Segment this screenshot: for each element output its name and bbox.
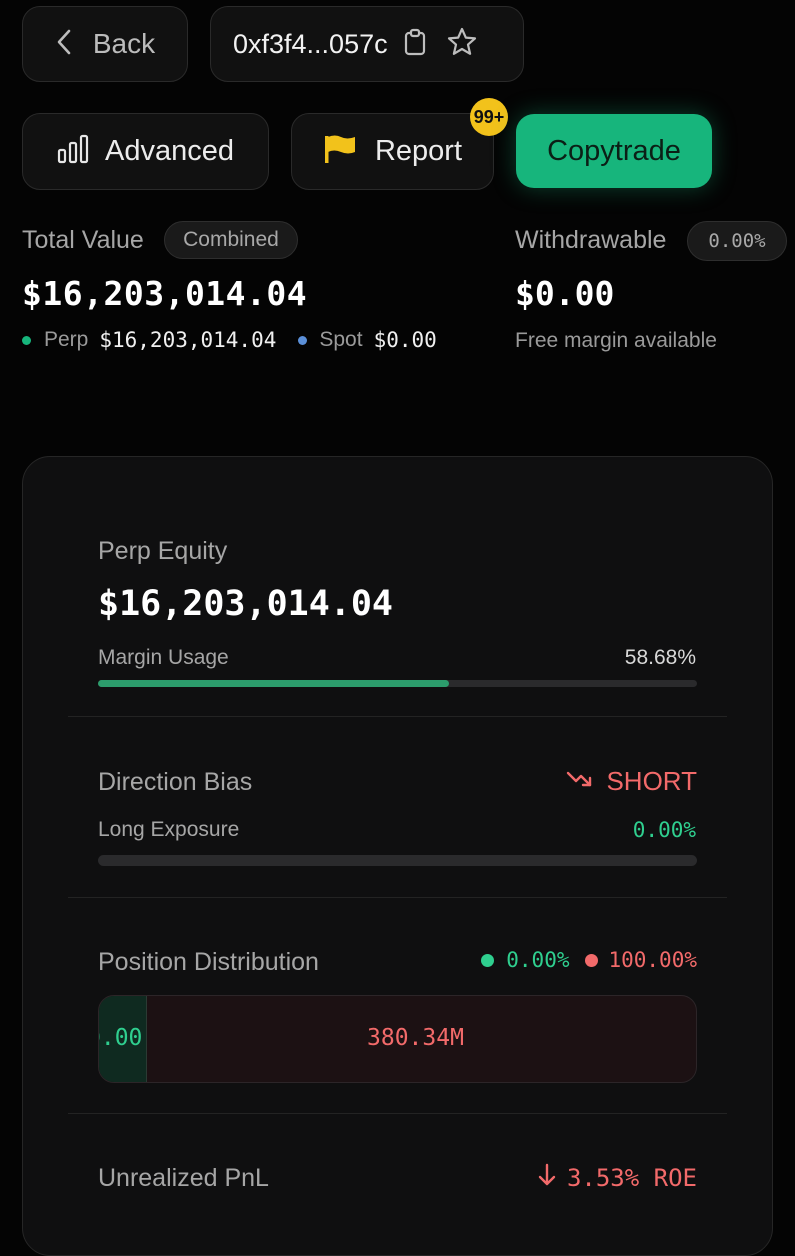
chevron-left-icon — [55, 28, 73, 61]
perp-spot-breakdown: Perp $16,203,014.04 Spot $0.00 — [22, 328, 437, 352]
perp-value: $16,203,014.04 — [99, 328, 277, 352]
trending-down-icon — [566, 768, 594, 795]
withdrawable-label: Withdrawable — [515, 226, 667, 254]
direction-bias-indicator: SHORT — [566, 766, 697, 797]
report-badge-text: 99+ — [473, 106, 505, 127]
roe-indicator: 3.53% ROE — [537, 1162, 697, 1193]
roe-value: 3.53% ROE — [566, 1163, 697, 1192]
long-exposure-label: Long Exposure — [98, 818, 240, 841]
flag-icon — [323, 134, 357, 169]
withdrawable-pct: 0.00% — [708, 230, 766, 252]
copytrade-label: Copytrade — [547, 134, 681, 167]
combined-badge: Combined — [164, 221, 298, 259]
short-amount: 380.34M — [367, 1025, 464, 1051]
withdrawable-pct-badge: 0.00% — [687, 221, 787, 261]
perp-equity-value: $16,203,014.04 — [98, 584, 394, 624]
position-distribution-bar: 0.00 380.34M — [98, 995, 697, 1083]
copytrade-button[interactable]: Copytrade — [516, 114, 712, 188]
copy-icon[interactable] — [404, 28, 426, 61]
star-icon[interactable] — [446, 26, 478, 63]
perp-dot — [22, 335, 31, 345]
long-exposure-value: 0.00% — [632, 818, 696, 842]
direction-bias-value: SHORT — [606, 766, 697, 796]
position-distribution-label: Position Distribution — [98, 948, 319, 976]
short-pct: 100.00% — [608, 948, 697, 972]
spot-dot — [298, 335, 308, 345]
arrow-down-icon — [537, 1162, 557, 1193]
long-amount: 0.00 — [99, 1025, 143, 1051]
unrealized-pnl-label: Unrealized PnL — [98, 1164, 269, 1192]
report-button[interactable]: Report — [291, 113, 494, 190]
total-value-label: Total Value — [22, 226, 144, 254]
position-distribution-legend: 0.00% 100.00% — [481, 948, 697, 972]
advanced-button[interactable]: Advanced — [22, 113, 269, 190]
back-button[interactable]: Back — [22, 6, 188, 82]
short-dot — [585, 953, 599, 967]
section-divider — [68, 897, 727, 898]
withdrawable-value: $0.00 — [515, 274, 615, 313]
spot-label: Spot — [319, 328, 363, 351]
section-divider — [68, 716, 727, 717]
margin-usage-value: 58.68% — [624, 646, 696, 669]
long-pct: 0.00% — [506, 948, 570, 972]
combined-text: Combined — [183, 228, 279, 251]
margin-usage-label: Margin Usage — [98, 646, 229, 669]
address-chip: 0xf3f4...057c — [210, 6, 524, 82]
section-divider — [68, 1113, 727, 1114]
margin-usage-fill — [98, 680, 450, 687]
long-segment: 0.00 — [99, 996, 147, 1082]
back-label: Back — [92, 28, 156, 59]
free-margin-label: Free margin available — [515, 329, 717, 352]
bar-chart-icon — [57, 134, 89, 169]
total-value: $16,203,014.04 — [22, 274, 308, 313]
report-label: Report — [374, 135, 463, 167]
perp-equity-label: Perp Equity — [98, 537, 228, 565]
advanced-label: Advanced — [105, 135, 234, 167]
long-exposure-bar — [98, 855, 697, 866]
long-dot — [481, 953, 495, 967]
wallet-address: 0xf3f4...057c — [233, 28, 388, 59]
spot-value: $0.00 — [373, 328, 437, 352]
report-count-badge: 99+ — [470, 98, 508, 136]
margin-usage-bar — [98, 680, 697, 687]
perp-label: Perp — [44, 328, 89, 351]
direction-bias-label: Direction Bias — [98, 768, 253, 796]
